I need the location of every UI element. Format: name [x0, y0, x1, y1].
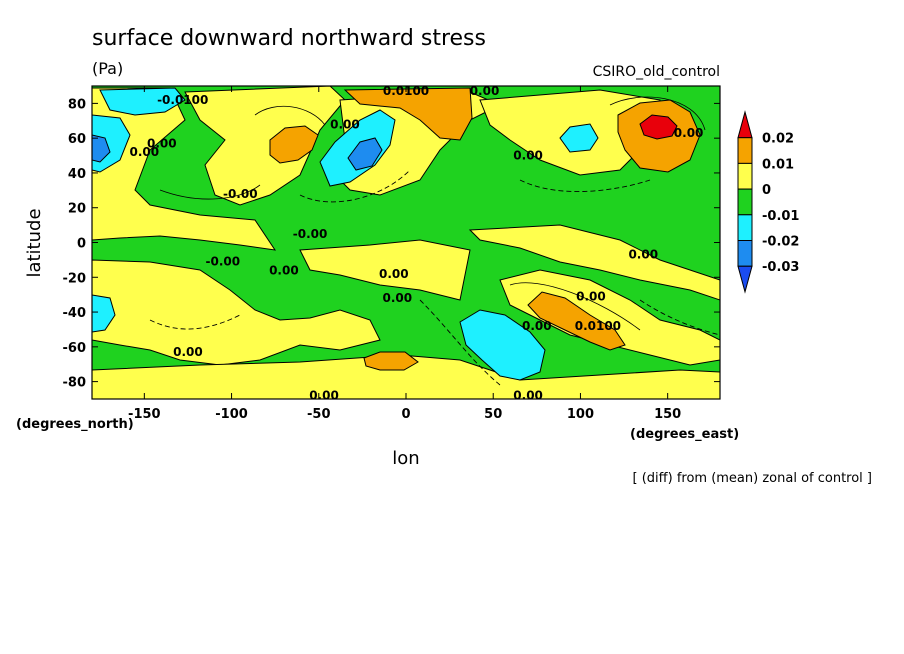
contour-label: 0.00	[330, 117, 360, 131]
positive-band-regions	[92, 86, 720, 399]
contour-label: 0.00	[173, 345, 203, 359]
region-yellow-west-pacific	[92, 87, 277, 251]
region-orange-north-atlantic	[269, 125, 319, 164]
region-yellow-tropical-east	[468, 224, 720, 301]
colorbar-band-top-triangle	[737, 110, 753, 139]
colorbar-band	[737, 240, 753, 267]
colorbar-band	[737, 188, 753, 216]
x-tick-label: 50	[484, 407, 502, 422]
region-blue-north-america-core	[347, 137, 383, 171]
x-tick-label: 100	[567, 407, 594, 422]
contour-label: 0.00	[628, 248, 658, 262]
y-tick-label: 20	[68, 202, 86, 217]
x-tick-label: -150	[128, 407, 161, 422]
contour-label: 0.00	[470, 84, 500, 98]
contour-dashed-2	[519, 179, 651, 192]
contour-solid-3	[509, 282, 641, 331]
y-tick-label: -80	[63, 376, 87, 391]
contour-label: 0.00	[522, 319, 552, 333]
contour-label: 0.00	[382, 291, 412, 305]
colorbar: 0.02 0.01 0 -0.01 -0.02 -0.03	[737, 110, 799, 294]
contour-dashed-1	[299, 169, 411, 203]
contour-solid-2	[609, 96, 706, 131]
contour-solid-1	[254, 105, 326, 126]
contour-dashed-3	[149, 314, 241, 330]
cyan-band-regions	[92, 87, 599, 381]
contour-dashed-5	[639, 299, 720, 336]
contour-label: 0.00	[513, 389, 543, 403]
x-axis: -150 -100 -50 0 50 100 150	[128, 86, 681, 422]
region-blue-west-edge	[92, 134, 111, 163]
y-tick-label: -20	[63, 271, 87, 286]
x-axis-title: lon	[392, 448, 419, 469]
units-label: (Pa)	[92, 59, 123, 78]
contour-label: 0.00	[309, 389, 339, 403]
x-units-label: (degrees_east)	[630, 427, 739, 442]
solid-contour-lines	[159, 96, 706, 331]
plot-area: 0.0100 0.00-0.01000.000.00-0.000.00-0.00-…	[92, 84, 720, 403]
contour-label: 0.00	[147, 136, 177, 150]
contour-label: 0.00	[379, 267, 409, 281]
colorbar-band	[737, 214, 753, 242]
region-yellow-south-pacific	[92, 259, 381, 366]
contour-solid-4	[159, 184, 261, 200]
x-tick-label: 0	[401, 407, 410, 422]
y-tick-label: 40	[68, 167, 86, 182]
x-tick-label: 150	[654, 407, 681, 422]
contour-label: 0.0100	[575, 319, 621, 333]
region-orange-south-indian	[527, 291, 626, 351]
colorbar-band	[737, 137, 753, 164]
x-tick-label: -50	[307, 407, 331, 422]
contour-labels: 0.0100 0.00-0.01000.000.00-0.000.00-0.00-…	[130, 84, 704, 403]
dataset-label: CSIRO_old_control	[593, 64, 720, 80]
colorbar-level-label: 0.02	[762, 132, 794, 147]
region-cyan-siberia	[559, 123, 599, 153]
blue-band-regions	[92, 134, 383, 171]
colorbar-level-label: -0.03	[762, 260, 799, 275]
colorbar-level-label: 0	[762, 183, 771, 198]
diff-note: [ (diff) from (mean) zonal of control ]	[633, 471, 872, 486]
region-yellow-indian-ocean	[499, 269, 720, 366]
contour-label: 0.00	[513, 149, 543, 163]
contour-label: 0.0100	[383, 84, 429, 98]
colorbar-band-bottom-triangle	[737, 265, 753, 294]
y-tick-label: -40	[63, 306, 87, 321]
region-orange-north-pole	[343, 87, 473, 141]
y-tick-label: -60	[63, 341, 87, 356]
region-cyan-south-pacific	[92, 294, 116, 333]
contour-label: -0.00	[206, 255, 241, 269]
contour-label: 0.00	[130, 145, 160, 159]
contour-dashed-4	[419, 299, 501, 386]
colorbar-level-label: -0.01	[762, 209, 799, 224]
y-units-label: (degrees_north)	[16, 417, 134, 432]
y-tick-label: 0	[77, 237, 86, 252]
chart-title: surface downward northward stress	[92, 26, 486, 51]
dashed-contour-lines	[149, 169, 720, 386]
contour-label: 0.00	[674, 126, 704, 140]
y-tick-label: 60	[68, 132, 86, 147]
region-cyan-north-pacific	[99, 87, 186, 116]
region-red-maximum	[639, 114, 678, 140]
y-axis: 80 60 40 20 0 -20 -40 -60 -80	[63, 97, 720, 391]
contour-label: 0.00	[576, 289, 606, 303]
x-tick-label: -100	[215, 407, 248, 422]
y-axis-title: latitude	[24, 208, 45, 277]
region-yellow-north-atlantic	[184, 86, 346, 206]
contour-label: -0.0100	[157, 93, 208, 107]
contour-label: 0.00	[269, 263, 299, 277]
region-yellow-tropical-central	[299, 239, 471, 301]
region-yellow-southern-ocean	[92, 354, 720, 399]
contour-label: -0.00	[223, 187, 258, 201]
colorbar-level-label: 0.01	[762, 157, 794, 172]
colorbar-level-label: -0.02	[762, 235, 799, 250]
region-orange-south-atlantic	[363, 351, 419, 371]
colorbar-band	[737, 162, 753, 190]
y-tick-label: 80	[68, 97, 86, 112]
contour-label: -0.00	[293, 227, 328, 241]
region-cyan-south-atlantic	[459, 309, 546, 381]
